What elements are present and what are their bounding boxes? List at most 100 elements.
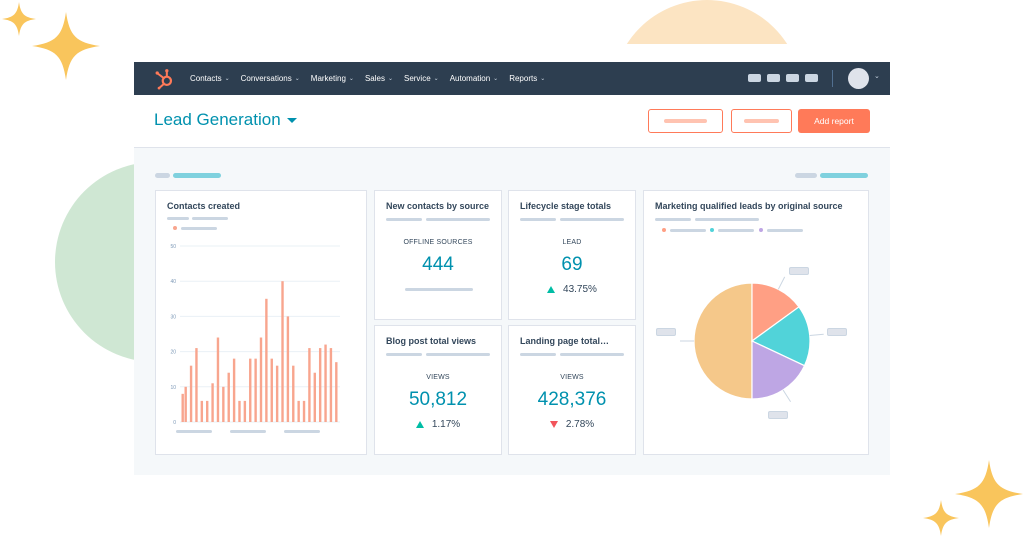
nav-label: Reports bbox=[509, 74, 538, 83]
bar bbox=[200, 400, 204, 422]
bar bbox=[249, 358, 252, 422]
pie-leader-line bbox=[777, 276, 786, 290]
subtitle-placeholder bbox=[695, 218, 759, 221]
bar bbox=[308, 348, 311, 422]
app-window: Contacts ⌄ Conversations ⌄ Marketing ⌄ Sale… bbox=[134, 62, 890, 475]
bar bbox=[275, 365, 279, 422]
kpi-label: OFFLINE SOURCES bbox=[403, 239, 473, 246]
dashboard-header: Lead Generation Add report bbox=[134, 95, 890, 148]
trend-down-icon bbox=[549, 421, 558, 428]
mql-by-source-card[interactable]: Marketing qualified leads by original so… bbox=[643, 190, 869, 455]
mql-pie-chart bbox=[680, 276, 824, 403]
subtitle-placeholder bbox=[655, 218, 691, 221]
card-title: Lifecycle stage totals bbox=[520, 201, 612, 211]
nav-divider bbox=[832, 70, 833, 87]
sparkle-icon bbox=[32, 12, 100, 80]
add-report-button[interactable]: Add report bbox=[798, 109, 870, 133]
contacts-created-card[interactable]: Contacts created 50 40 30 20 10 0 bbox=[155, 190, 367, 455]
filter-placeholder[interactable] bbox=[155, 173, 170, 178]
kpi-delta: 2.78% bbox=[509, 419, 635, 430]
landing-page-card[interactable]: Landing page total… VIEWS 428,376 2.78% bbox=[508, 325, 636, 455]
sparkle-icon bbox=[955, 460, 1023, 528]
axis-placeholder bbox=[176, 430, 212, 433]
card-title: Landing page total… bbox=[520, 336, 609, 346]
avatar[interactable] bbox=[848, 68, 869, 89]
kpi-label: LEAD bbox=[562, 239, 582, 246]
secondary-button[interactable] bbox=[731, 109, 792, 133]
lifecycle-stage-card[interactable]: Lifecycle stage totals LEAD 69 43.75% bbox=[508, 190, 636, 320]
utility-icon[interactable] bbox=[748, 74, 761, 82]
chevron-down-icon: ⌄ bbox=[540, 76, 546, 82]
utility-icon[interactable] bbox=[786, 74, 799, 82]
y-tick-label: 40 bbox=[170, 279, 176, 285]
chevron-down-icon[interactable]: ⌄ bbox=[874, 73, 880, 80]
sparkle-icon bbox=[923, 500, 959, 536]
utility-icon[interactable] bbox=[805, 74, 818, 82]
pie-slice bbox=[693, 282, 753, 400]
subtitle-placeholder bbox=[192, 217, 228, 220]
subtitle-placeholder bbox=[426, 218, 490, 221]
pie-slice bbox=[750, 306, 811, 367]
bar bbox=[335, 362, 338, 422]
pie-slice-label bbox=[656, 328, 676, 336]
nav-label: Conversations bbox=[240, 74, 292, 83]
y-tick-label: 20 bbox=[170, 350, 176, 356]
kpi-footer-placeholder bbox=[405, 288, 473, 291]
filter-placeholder[interactable] bbox=[820, 173, 868, 178]
nav-service[interactable]: Service ⌄ bbox=[404, 74, 439, 83]
axis-placeholder bbox=[230, 430, 266, 433]
bar bbox=[329, 348, 333, 422]
pie-leader-line bbox=[782, 389, 792, 403]
bar bbox=[232, 358, 236, 422]
legend-placeholder bbox=[718, 229, 754, 232]
dashboard-selector[interactable]: Lead Generation bbox=[154, 110, 297, 130]
bar bbox=[181, 393, 184, 422]
filter-placeholder[interactable] bbox=[795, 173, 817, 178]
chevron-down-icon: ⌄ bbox=[433, 76, 439, 82]
y-tick-label: 30 bbox=[170, 314, 176, 320]
nav-contacts[interactable]: Contacts ⌄ bbox=[190, 74, 230, 83]
nav-label: Service bbox=[403, 74, 431, 83]
bar bbox=[302, 400, 306, 422]
pie-slice bbox=[751, 282, 800, 343]
pie-slice-label bbox=[827, 328, 847, 336]
card-title: New contacts by source bbox=[386, 201, 490, 211]
subtitle-placeholder bbox=[426, 353, 490, 356]
pie-leader-line bbox=[809, 333, 824, 337]
pie-slice bbox=[751, 340, 806, 400]
main-menu: Contacts ⌄ Conversations ⌄ Marketing ⌄ Sale… bbox=[190, 62, 556, 95]
bar bbox=[297, 400, 300, 422]
secondary-button[interactable] bbox=[648, 109, 723, 133]
contacts-bar-chart: 50 40 30 20 10 0 bbox=[170, 244, 340, 426]
bar bbox=[189, 365, 193, 422]
subtitle-placeholder bbox=[560, 353, 624, 356]
bar bbox=[259, 337, 263, 422]
legend-placeholder bbox=[767, 229, 803, 232]
subtitle-placeholder bbox=[560, 218, 624, 221]
bar bbox=[211, 383, 214, 422]
legend-placeholder bbox=[670, 229, 706, 232]
nav-conversations[interactable]: Conversations ⌄ bbox=[241, 74, 300, 83]
nav-sales[interactable]: Sales ⌄ bbox=[365, 74, 393, 83]
legend-dot bbox=[710, 228, 714, 232]
bar bbox=[281, 281, 284, 422]
chevron-down-icon: ⌄ bbox=[348, 76, 354, 82]
card-title: Marketing qualified leads by original so… bbox=[655, 201, 843, 211]
nav-reports[interactable]: Reports ⌄ bbox=[509, 74, 545, 83]
bar bbox=[318, 348, 322, 422]
new-contacts-card[interactable]: New contacts by source OFFLINE SOURCES 4… bbox=[374, 190, 502, 320]
chevron-down-icon: ⌄ bbox=[294, 76, 300, 82]
blog-views-card[interactable]: Blog post total views VIEWS 50,812 1.17% bbox=[374, 325, 502, 455]
hubspot-logo-icon[interactable] bbox=[154, 68, 176, 90]
y-tick-label: 10 bbox=[170, 385, 176, 391]
legend-placeholder bbox=[181, 227, 217, 230]
filter-placeholder[interactable] bbox=[173, 173, 221, 178]
bar bbox=[313, 372, 316, 422]
nav-marketing[interactable]: Marketing ⌄ bbox=[311, 74, 354, 83]
nav-label: Contacts bbox=[190, 74, 222, 83]
bar bbox=[292, 365, 295, 422]
utility-icon[interactable] bbox=[767, 74, 780, 82]
bar bbox=[270, 358, 273, 422]
nav-automation[interactable]: Automation ⌄ bbox=[450, 74, 499, 83]
caret-down-icon bbox=[286, 117, 297, 123]
